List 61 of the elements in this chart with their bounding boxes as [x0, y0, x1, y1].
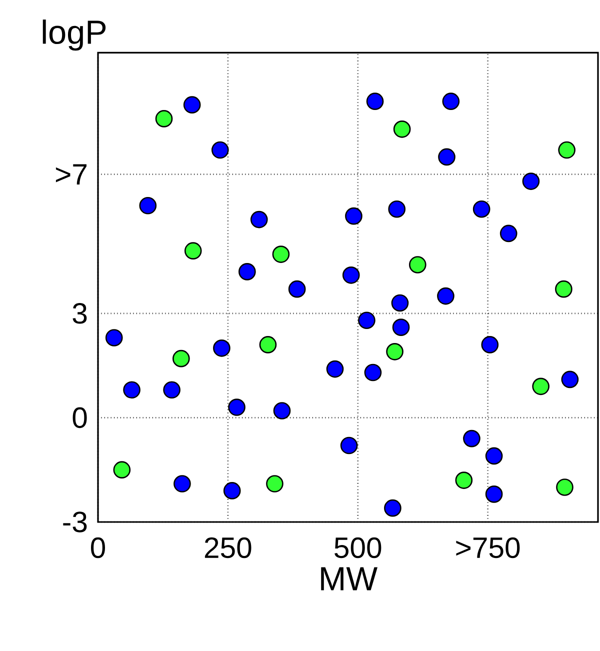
- point: [174, 475, 191, 492]
- point: [555, 280, 572, 298]
- point: [288, 280, 306, 298]
- point: [481, 336, 499, 354]
- point: [463, 430, 480, 448]
- point: [105, 329, 123, 346]
- point: [266, 475, 284, 492]
- point: [250, 210, 268, 228]
- point: [238, 263, 256, 280]
- point: [391, 294, 409, 312]
- point: [213, 340, 230, 357]
- point: [522, 172, 540, 190]
- point: [326, 360, 344, 378]
- point: [183, 96, 201, 114]
- x-tick-label: 250: [204, 537, 252, 558]
- x-tick-label: 500: [334, 537, 382, 558]
- point: [500, 224, 518, 242]
- point: [223, 482, 241, 500]
- y-tick-label: -3: [63, 512, 87, 532]
- point: [163, 381, 180, 399]
- point: [384, 499, 402, 517]
- x-tick-label: 0: [90, 537, 105, 558]
- y-tick-label: 3: [72, 303, 87, 324]
- point: [139, 196, 157, 214]
- point: [358, 312, 376, 330]
- point: [485, 486, 503, 503]
- point: [386, 342, 404, 360]
- point: [455, 472, 473, 489]
- point: [366, 92, 384, 110]
- y-tick-label: >7: [56, 164, 86, 184]
- point: [556, 478, 574, 496]
- point: [442, 92, 460, 110]
- point: [340, 436, 358, 454]
- y-tick-label: 0: [72, 407, 87, 428]
- point: [437, 287, 454, 305]
- point: [345, 207, 362, 225]
- point: [228, 398, 246, 416]
- point: [532, 378, 550, 396]
- x-axis-title: MW: [321, 567, 378, 590]
- point: [273, 402, 291, 420]
- point: [211, 141, 229, 159]
- point: [155, 110, 173, 128]
- point: [259, 336, 277, 354]
- point: [123, 381, 140, 399]
- y-axis-title: logP: [42, 20, 106, 51]
- point: [172, 350, 190, 368]
- point: [392, 318, 410, 336]
- point: [184, 242, 202, 260]
- point: [272, 246, 290, 263]
- point: [113, 461, 131, 479]
- point: [438, 148, 456, 166]
- point: [558, 141, 576, 159]
- point: [342, 266, 360, 284]
- x-tick-label: >750: [456, 537, 520, 558]
- point: [485, 447, 503, 465]
- point: [388, 200, 406, 218]
- point: [472, 200, 490, 218]
- point: [364, 364, 382, 382]
- point: [561, 370, 579, 388]
- point: [408, 256, 426, 274]
- point: [393, 120, 411, 138]
